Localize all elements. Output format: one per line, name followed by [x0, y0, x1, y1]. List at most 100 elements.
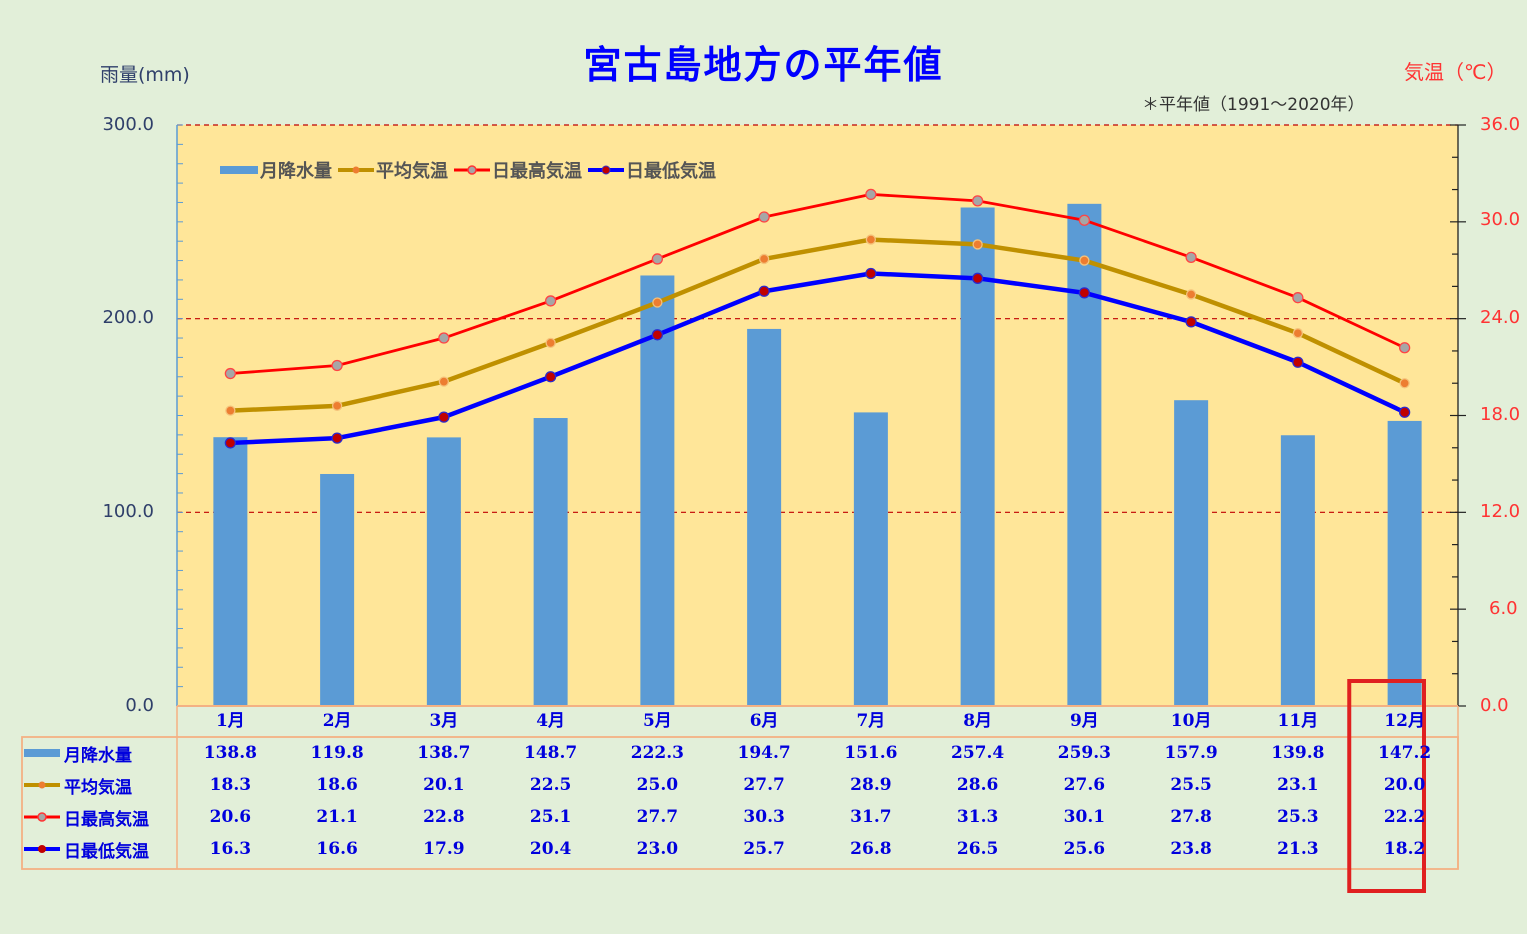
month-label: 6月 — [749, 711, 779, 731]
data-point-marker — [224, 367, 237, 380]
data-point-marker — [865, 188, 877, 201]
table-cell: 139.8 — [1271, 743, 1325, 763]
table-row: 平均気温 18.3 18.6 20.1 22.5 25.0 27.7 28.9 28.6 27.6… — [22, 769, 1458, 801]
data-point-marker — [1292, 292, 1304, 304]
table-cell: 26.8 — [850, 839, 892, 859]
avg-temp-line — [230, 237, 1406, 413]
max-temp-line — [230, 192, 1406, 375]
chart-title: 宮古島地方の平年値 — [583, 43, 944, 87]
month-axis-labels: 1月 2月 3月 4月 5月 6月 7月 8月 9月 10月 11月 12月 — [177, 706, 1458, 737]
data-point-marker — [438, 411, 450, 423]
legend-item-precip: 月降水量 — [218, 157, 332, 183]
normals-period-note: ＊平年値（1991～2020年） — [1142, 95, 1365, 115]
line-marker-icon — [338, 166, 374, 174]
data-point-marker — [1078, 287, 1091, 299]
line-marker-icon — [588, 165, 624, 175]
month-label: 7月 — [856, 711, 886, 731]
table-cell: 21.1 — [316, 807, 358, 827]
table-cell: 22.5 — [529, 775, 572, 795]
data-point-marker — [1185, 316, 1197, 328]
data-point-marker — [438, 332, 450, 344]
table-cell: 25.7 — [743, 839, 785, 859]
data-table: 月降水量 138.8 119.8 138.7 148.7 222.3 194.7 151.6 2… — [22, 737, 1458, 865]
data-point-marker — [865, 267, 877, 280]
data-point-marker — [545, 337, 556, 349]
data-point-marker — [224, 437, 237, 449]
data-point-marker — [1292, 356, 1304, 368]
table-cell: 222.3 — [630, 743, 684, 763]
table-cell: 27.8 — [1170, 807, 1212, 827]
legend-item-avg: 平均気温 — [336, 157, 448, 183]
precip-bar — [853, 412, 888, 706]
data-point-marker — [1398, 406, 1411, 418]
right-axis-tick: 30.0 — [1480, 209, 1521, 230]
legend-item-min: 日最低気温 — [586, 157, 716, 183]
precip-bar — [1067, 203, 1102, 706]
right-axis-tick: 24.0 — [1480, 307, 1521, 328]
month-label: 1月 — [215, 711, 245, 731]
table-cell: 22.8 — [423, 807, 465, 827]
chart-legend: 月降水量 平均気温 日最高気温 日最低気温 — [218, 157, 720, 183]
data-point-marker — [544, 295, 557, 307]
table-cell: 20.1 — [423, 775, 465, 795]
precip-bar — [213, 437, 248, 706]
bar-swatch-icon — [220, 166, 258, 174]
table-cell: 23.8 — [1170, 839, 1212, 859]
month-label: 8月 — [963, 711, 993, 731]
table-row: 日最低気温 16.3 16.6 17.9 20.4 23.0 25.7 26.8 26.5 25.… — [22, 833, 1458, 865]
table-cell: 25.5 — [1170, 775, 1212, 795]
right-axis-tick: 6.0 — [1489, 598, 1518, 619]
table-cell: 27.7 — [636, 807, 679, 827]
table-cell: 27.7 — [743, 775, 785, 795]
table-cell: 18.6 — [316, 775, 358, 795]
data-point-marker — [758, 211, 770, 223]
month-label: 2月 — [322, 711, 352, 731]
table-cell: 31.3 — [956, 807, 999, 827]
month-label: 5月 — [642, 711, 672, 731]
data-point-marker — [331, 432, 343, 444]
data-point-marker — [652, 297, 663, 308]
precip-bar — [1174, 400, 1209, 706]
table-cell: 20.4 — [529, 839, 572, 859]
highlight-box — [1347, 679, 1426, 893]
precip-bar — [320, 473, 355, 706]
min-temp-line — [230, 271, 1406, 446]
data-point-marker — [651, 253, 664, 265]
precip-bar — [533, 418, 568, 706]
right-axis-label: 気温（℃） — [1404, 60, 1507, 84]
month-label: 3月 — [429, 711, 459, 731]
data-point-marker — [1399, 378, 1410, 389]
table-cell: 23.0 — [636, 839, 679, 859]
table-cell: 26.5 — [956, 839, 999, 859]
table-cell: 16.6 — [316, 839, 358, 859]
table-cell: 21.3 — [1277, 839, 1319, 859]
month-label: 4月 — [536, 711, 566, 731]
table-cell: 138.7 — [417, 743, 471, 763]
data-point-marker — [758, 253, 770, 265]
line-marker-icon — [454, 165, 490, 175]
row-label: 日最低気温 — [22, 833, 177, 865]
table-cell: 23.1 — [1277, 775, 1319, 795]
data-point-marker — [651, 329, 664, 341]
table-cell: 147.2 — [1378, 743, 1432, 763]
table-cell: 30.3 — [743, 807, 785, 827]
data-point-marker — [544, 371, 557, 383]
data-point-marker — [971, 272, 984, 284]
table-cell: 119.8 — [310, 743, 364, 763]
table-cell: 138.8 — [203, 743, 257, 763]
table-cell: 18.2 — [1383, 839, 1426, 859]
plot-area — [177, 125, 1458, 706]
month-label: 10月 — [1170, 711, 1212, 731]
row-label: 月降水量 — [22, 737, 177, 769]
table-cell: 25.0 — [636, 775, 679, 795]
table-row: 月降水量 138.8 119.8 138.7 148.7 222.3 194.7 151.6 2… — [22, 737, 1458, 769]
left-axis-label: 雨量(mm) — [100, 64, 190, 86]
precip-bar — [1280, 435, 1315, 706]
table-cell: 20.0 — [1383, 775, 1426, 795]
table-cell: 30.1 — [1063, 807, 1106, 827]
data-point-marker — [331, 400, 343, 411]
max-line-icon — [22, 810, 62, 824]
table-cell: 157.9 — [1164, 743, 1218, 763]
table-cell: 16.3 — [209, 839, 252, 859]
table-cell: 31.7 — [850, 807, 892, 827]
